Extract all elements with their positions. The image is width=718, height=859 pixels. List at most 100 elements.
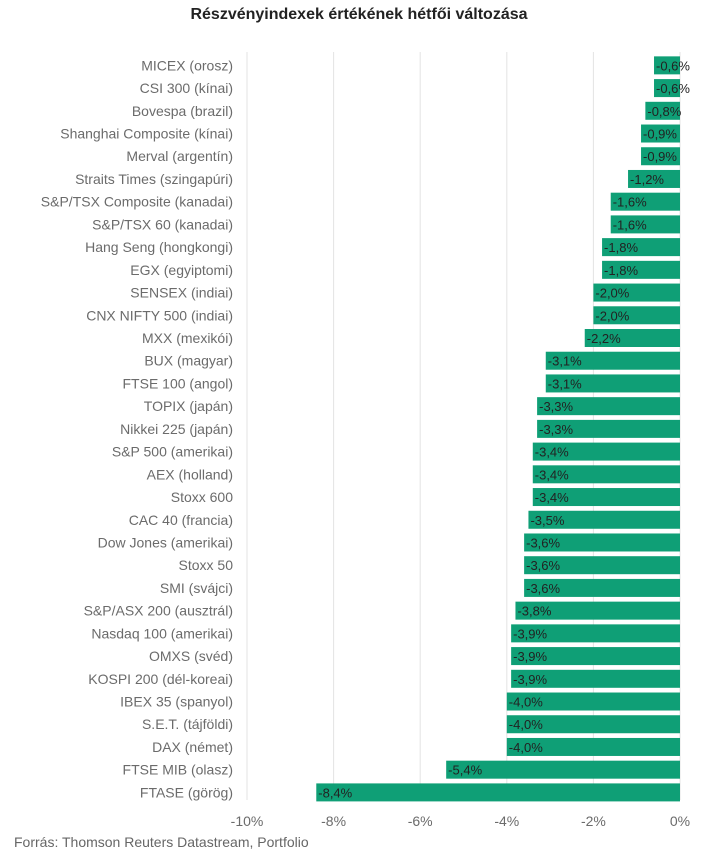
bar: [528, 510, 680, 529]
category-label: EGX (egyiptomi): [130, 262, 233, 278]
category-label: CSI 300 (kínai): [140, 80, 233, 96]
bar: [506, 715, 680, 734]
bars: [316, 56, 680, 802]
bar: [524, 578, 680, 597]
bar: [654, 56, 680, 75]
category-label: CAC 40 (francia): [129, 512, 233, 528]
category-label: Shanghai Composite (kínai): [60, 126, 233, 142]
value-label: -1,8%: [604, 263, 638, 278]
bar: [446, 760, 680, 779]
bar: [506, 692, 680, 711]
value-label: -3,5%: [530, 513, 564, 528]
value-label: -3,9%: [513, 672, 547, 687]
category-label: Straits Times (szingapúri): [75, 171, 233, 187]
value-label: -8,4%: [318, 785, 352, 800]
value-label: -3,4%: [535, 467, 569, 482]
value-labels: -0,6% -0,6% -0,8% -0,9% -0,9% -1,2% -1,6% -1,6%…: [318, 58, 690, 800]
value-label: -0,6%: [656, 58, 690, 73]
bar: [645, 101, 680, 120]
value-label: -3,6%: [526, 581, 560, 596]
bar: [610, 192, 680, 211]
category-label: Bovespa (brazil): [132, 103, 233, 119]
value-label: -3,9%: [513, 626, 547, 641]
category-label: S&P/TSX 60 (kanadai): [92, 216, 233, 232]
bar: [532, 465, 680, 484]
bar: [532, 488, 680, 507]
bar: [511, 669, 680, 688]
bar: [593, 306, 680, 325]
bar: [628, 169, 680, 188]
value-label: -1,2%: [630, 172, 664, 187]
bar: [515, 601, 680, 620]
bar: [545, 374, 680, 393]
category-label: Stoxx 50: [179, 557, 234, 573]
category-label: Nasdaq 100 (amerikai): [91, 625, 233, 641]
value-label: -2,2%: [587, 331, 621, 346]
value-label: -3,1%: [548, 354, 582, 369]
value-label: -3,9%: [513, 649, 547, 664]
chart-title: Részvényindexek értékének hétfői változá…: [190, 6, 528, 23]
value-label: -4,0%: [509, 717, 543, 732]
bar: [545, 351, 680, 370]
category-label: FTSE 100 (angol): [123, 375, 234, 391]
category-label: MICEX (orosz): [141, 57, 233, 73]
value-label: -3,8%: [517, 604, 551, 619]
category-label: Nikkei 225 (japán): [120, 421, 233, 437]
category-label: MXX (mexikói): [142, 330, 233, 346]
bar: [593, 283, 680, 302]
value-label: -3,4%: [535, 490, 569, 505]
category-label: SENSEX (indiai): [130, 285, 233, 301]
bar: [506, 737, 680, 756]
category-label: S&P 500 (amerikai): [112, 444, 233, 460]
category-label: DAX (német): [152, 739, 233, 755]
bar: [524, 556, 680, 575]
bar: [511, 647, 680, 666]
category-label: S&P/ASX 200 (ausztrál): [84, 603, 233, 619]
bar: [641, 147, 680, 166]
x-tick-label: -2%: [581, 813, 606, 829]
category-label: Stoxx 600: [171, 489, 233, 505]
category-label: OMXS (svéd): [149, 648, 233, 664]
bar: [511, 624, 680, 643]
category-label: Dow Jones (amerikai): [98, 534, 233, 550]
bar: [602, 260, 680, 279]
value-label: -3,1%: [548, 376, 582, 391]
category-label: IBEX 35 (spanyol): [120, 694, 233, 710]
category-label: S&P/TSX Composite (kanadai): [41, 194, 233, 210]
x-tick-label: -6%: [408, 813, 433, 829]
value-label: -4,0%: [509, 740, 543, 755]
value-label: -3,4%: [535, 445, 569, 460]
category-label: CNX NIFTY 500 (indiai): [86, 307, 233, 323]
category-labels: MICEX (orosz) CSI 300 (kínai) Bovespa (bra…: [41, 57, 233, 800]
category-label: Hang Seng (hongkongi): [85, 239, 233, 255]
value-label: -0,9%: [643, 127, 677, 142]
value-label: -2,0%: [595, 286, 629, 301]
category-label: AEX (holland): [147, 466, 233, 482]
value-label: -3,6%: [526, 558, 560, 573]
value-label: -0,6%: [656, 81, 690, 96]
value-label: -1,6%: [613, 195, 647, 210]
category-label: S.E.T. (tájföldi): [142, 716, 233, 732]
bar: [524, 533, 680, 552]
value-label: -5,4%: [448, 763, 482, 778]
x-tick-label: -10%: [231, 813, 264, 829]
bar: [654, 79, 680, 98]
source-note: Forrás: Thomson Reuters Datastream, Port…: [14, 834, 309, 850]
bar: [641, 124, 680, 143]
bar: [316, 783, 680, 802]
bar: [584, 329, 680, 347]
value-label: -1,8%: [604, 240, 638, 255]
x-tick-label: -4%: [494, 813, 519, 829]
x-tick-label: 0%: [670, 813, 690, 829]
category-label: BUX (magyar): [144, 353, 233, 369]
bar: [602, 238, 680, 257]
value-label: -1,6%: [613, 217, 647, 232]
bar: [537, 419, 680, 438]
bar: [537, 397, 680, 416]
category-label: FTSE MIB (olasz): [123, 762, 233, 778]
value-label: -3,3%: [539, 399, 573, 414]
category-label: TOPIX (japán): [144, 398, 233, 414]
category-label: SMI (svájci): [160, 580, 233, 596]
x-tick-label: -8%: [321, 813, 346, 829]
value-label: -4,0%: [509, 695, 543, 710]
